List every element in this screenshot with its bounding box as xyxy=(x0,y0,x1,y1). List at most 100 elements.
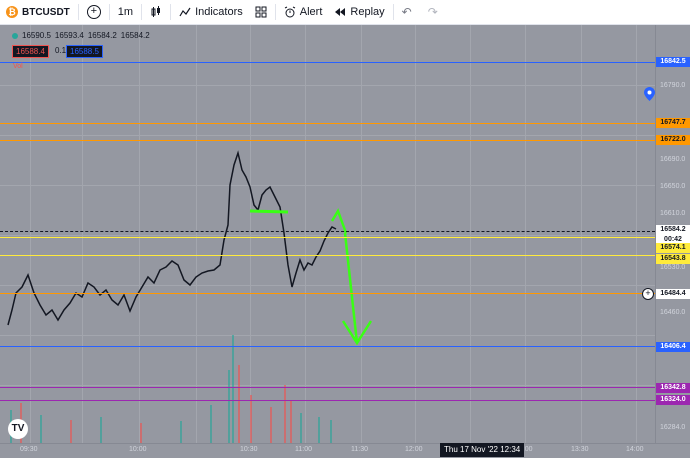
drawing-segment[interactable] xyxy=(249,209,289,214)
current-price-line xyxy=(0,231,655,232)
indicators-button[interactable]: Indicators xyxy=(173,0,249,24)
price-level-line[interactable] xyxy=(0,62,655,63)
price-label: 16543.8 xyxy=(656,254,690,264)
candlestick-icon xyxy=(151,6,161,17)
redo-button[interactable]: ↷ xyxy=(422,0,448,24)
interval-button[interactable]: 1m xyxy=(112,0,139,24)
time-tick: 10:30 xyxy=(240,446,258,453)
current-price-label: 16584.2 xyxy=(656,225,690,235)
price-label: 16574.1 xyxy=(656,243,690,253)
add-alert-plus-icon[interactable]: + xyxy=(642,288,654,300)
price-level-line[interactable] xyxy=(0,237,655,238)
grid-line xyxy=(361,25,362,443)
symbol-search[interactable]: ₿ BTCUSDT xyxy=(0,0,76,24)
price-label: 16842.5 xyxy=(656,57,690,67)
time-tick: 11:30 xyxy=(351,446,368,453)
buy-price-button[interactable]: 16588.5 xyxy=(66,45,103,58)
time-tick: 14:00 xyxy=(626,446,644,453)
time-tick: 09:30 xyxy=(20,446,38,453)
divider xyxy=(274,4,276,20)
spread-label: 0.1 xyxy=(55,46,67,55)
price-level-line[interactable] xyxy=(0,140,655,141)
grid-icon xyxy=(255,6,267,18)
price-tick: 16284.0 xyxy=(660,424,686,431)
alert-button[interactable]: Alert xyxy=(278,0,329,24)
volume-legend: Vol xyxy=(13,63,23,70)
grid-line xyxy=(0,135,655,136)
price-label: 16342.8 xyxy=(656,383,690,393)
ohlc-low: 16584.2 xyxy=(87,31,117,40)
grid-line xyxy=(30,25,31,443)
price-label: 16324.0 xyxy=(656,395,690,405)
crosshair-time-label: Thu 17 Nov '22 12:34 xyxy=(440,443,525,457)
alert-label: Alert xyxy=(299,6,323,18)
replay-button[interactable]: Replay xyxy=(328,0,390,24)
drawing-arrow-head[interactable] xyxy=(341,320,373,346)
price-level-line[interactable] xyxy=(0,400,655,401)
price-tick: 16610.0 xyxy=(660,210,686,217)
grid-line xyxy=(139,25,140,443)
price-level-line[interactable] xyxy=(0,123,655,124)
price-level-line[interactable] xyxy=(0,255,655,256)
grid-line xyxy=(305,25,306,443)
time-tick: 10:00 xyxy=(129,446,147,453)
grid-line xyxy=(581,25,582,443)
divider xyxy=(77,4,79,20)
divider xyxy=(392,4,394,20)
price-tick: 16530.0 xyxy=(660,264,686,271)
bitcoin-icon: ₿ xyxy=(6,6,18,18)
grid-line xyxy=(636,25,637,443)
price-level-line[interactable] xyxy=(0,387,655,388)
time-tick: 11:00 xyxy=(295,446,312,453)
grid-line xyxy=(0,285,655,286)
drawing-arrow-down[interactable] xyxy=(343,232,359,344)
tradingview-logo[interactable]: TV xyxy=(8,419,28,439)
alarm-clock-icon xyxy=(284,6,295,18)
price-tick: 16790.0 xyxy=(660,82,686,89)
chart-pane[interactable] xyxy=(0,25,655,443)
indicators-label: Indicators xyxy=(195,6,243,18)
grid-line xyxy=(250,25,251,443)
price-tick: 16650.0 xyxy=(660,183,686,190)
status-dot xyxy=(12,32,18,39)
grid-line xyxy=(0,85,655,86)
ohlc-legend: 16590.5 16593.4 16584.2 16584.2 xyxy=(12,31,150,40)
price-label: 16722.0 xyxy=(656,135,690,145)
undo-button[interactable]: ↶ xyxy=(396,0,422,24)
countdown-label: 00:42 xyxy=(656,235,690,245)
price-level-line[interactable] xyxy=(0,346,655,347)
chart-type-button[interactable] xyxy=(144,0,168,24)
sell-price-button[interactable]: 16588.4 xyxy=(12,45,49,58)
top-toolbar: ₿ BTCUSDT + 1m Indicators Alert Replay ↶… xyxy=(0,0,690,25)
replay-icon xyxy=(335,8,346,16)
price-tick: 16460.0 xyxy=(660,309,686,316)
time-tick: 13:30 xyxy=(571,446,589,453)
grid-line xyxy=(470,25,471,443)
plus-circle-icon: + xyxy=(86,5,101,19)
indicators-icon xyxy=(179,7,191,17)
grid-line xyxy=(415,25,416,443)
location-pin-icon[interactable] xyxy=(644,87,655,101)
grid-line xyxy=(82,25,83,443)
grid-line xyxy=(196,25,197,443)
price-label: 16747.7 xyxy=(656,118,690,128)
volume-bars xyxy=(10,335,332,443)
compare-button[interactable]: + xyxy=(81,0,107,24)
symbol-label: BTCUSDT xyxy=(22,6,70,18)
grid-line xyxy=(0,385,655,386)
layouts-button[interactable] xyxy=(249,0,273,24)
grid-line xyxy=(0,335,655,336)
price-label: 16406.4 xyxy=(656,342,690,352)
crosshair-price-label: 16484.4 xyxy=(656,289,690,299)
ohlc-high: 16593.4 xyxy=(54,31,84,40)
candle-line xyxy=(7,150,337,326)
drawing-arrow-up[interactable] xyxy=(330,208,348,234)
grid-line xyxy=(0,185,655,186)
divider xyxy=(170,4,172,20)
undo-icon: ↶ xyxy=(401,5,412,19)
redo-icon: ↷ xyxy=(427,5,438,19)
price-level-line[interactable] xyxy=(0,293,655,294)
time-tick: 12:00 xyxy=(405,446,423,453)
ohlc-close: 16584.2 xyxy=(120,31,150,40)
price-series xyxy=(7,150,373,443)
